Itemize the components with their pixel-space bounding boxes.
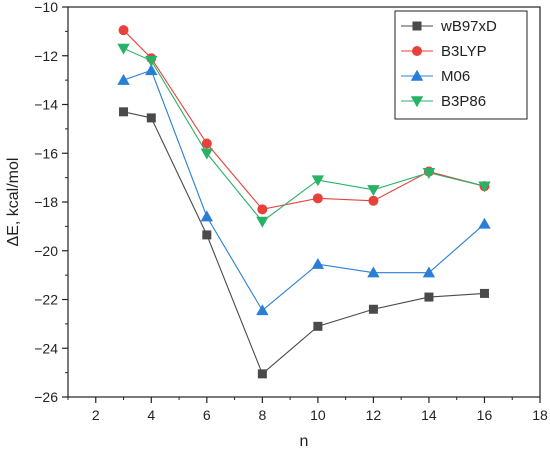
- data-point: [257, 204, 268, 215]
- data-point: [256, 216, 269, 228]
- x-tick-label: 6: [203, 407, 211, 423]
- data-point: [145, 55, 158, 67]
- legend-marker: [412, 21, 422, 31]
- y-tick-label: −20: [34, 243, 58, 259]
- y-axis: −10 −12 −14 −16 −18 −20 −22 −24 −26: [34, 0, 68, 405]
- legend-label: M06: [441, 68, 470, 85]
- legend-marker: [410, 69, 424, 81]
- data-point: [200, 148, 214, 160]
- data-point: [119, 107, 129, 117]
- data-point: [311, 175, 325, 187]
- data-point: [478, 181, 491, 193]
- data-point: [312, 193, 323, 204]
- x-tick-label: 10: [310, 407, 326, 423]
- series-m06: [117, 64, 491, 316]
- x-tick-label: 4: [147, 407, 155, 423]
- y-tick-label: −22: [34, 292, 58, 308]
- x-tick-label: 18: [532, 407, 548, 423]
- y-tick-label: −24: [34, 340, 58, 356]
- data-point: [256, 304, 269, 316]
- legend-label: B3LYP: [441, 43, 487, 60]
- y-tick-label: −18: [34, 194, 58, 210]
- series-b3lyp: [118, 25, 490, 215]
- series-line: [123, 29, 485, 210]
- series-line: [123, 111, 485, 375]
- data-point: [422, 266, 436, 278]
- legend-marker: [412, 46, 422, 56]
- legend: wB97xD B3LYP M06 B3P86: [394, 10, 528, 120]
- data-point: [201, 138, 212, 149]
- legend-label: wB97xD: [440, 18, 497, 35]
- x-tick-label: 16: [477, 407, 493, 423]
- data-point: [479, 288, 489, 298]
- y-tick-label: −26: [34, 389, 58, 405]
- y-tick-label: −10: [34, 0, 58, 15]
- y-tick-label: −14: [34, 97, 58, 113]
- x-tick-label: 8: [258, 407, 266, 423]
- series-line: [123, 69, 485, 312]
- data-point: [117, 43, 130, 55]
- x-tick-label: 12: [366, 407, 382, 423]
- data-point: [311, 257, 325, 269]
- data-point: [424, 292, 434, 302]
- legend-item: B3P86: [401, 93, 486, 110]
- data-point: [367, 266, 380, 278]
- data-point: [117, 73, 130, 85]
- series-b3p86: [117, 43, 491, 228]
- x-tick-label: 14: [421, 407, 437, 423]
- data-point: [478, 217, 491, 229]
- legend-item: wB97xD: [401, 18, 497, 35]
- series-wb97xd: [119, 107, 489, 379]
- legend-label: B3P86: [441, 93, 486, 110]
- legend-marker: [410, 96, 424, 108]
- y-tick-label: −16: [34, 145, 58, 161]
- x-axis: 2 4 6 8 10 12 14 16 18: [67, 397, 548, 423]
- y-tick-label: −12: [34, 48, 58, 64]
- data-point: [145, 64, 158, 76]
- data-point: [313, 321, 323, 331]
- data-point: [200, 210, 214, 222]
- legend-item: M06: [401, 68, 470, 85]
- x-tick-label: 2: [92, 407, 100, 423]
- data-point: [422, 168, 436, 179]
- legend-item: B3LYP: [401, 43, 487, 60]
- data-point: [257, 369, 267, 379]
- data-point: [368, 304, 378, 314]
- data-point: [368, 195, 379, 206]
- data-point: [146, 113, 156, 123]
- series-layer: [117, 25, 491, 379]
- y-axis-label: ΔE, kcal/mol: [5, 158, 22, 247]
- x-axis-label: n: [300, 433, 309, 450]
- data-point: [367, 185, 380, 197]
- data-point: [202, 230, 212, 240]
- data-point: [118, 25, 129, 36]
- series-line: [123, 47, 485, 223]
